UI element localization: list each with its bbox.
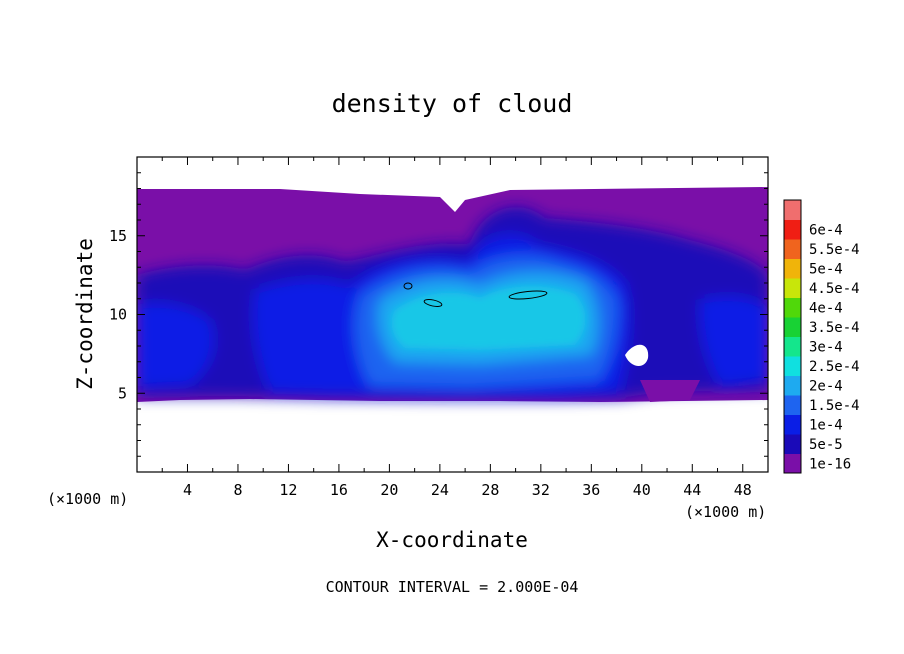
x-tick-label: 4 bbox=[183, 481, 192, 499]
chart-title: density of cloud bbox=[332, 89, 573, 118]
clear-gap-right bbox=[625, 344, 649, 366]
colorbar-label: 4.5e-4 bbox=[809, 281, 860, 297]
contour-interval-note: CONTOUR INTERVAL = 2.000E-04 bbox=[326, 578, 579, 596]
x-tick-label: 40 bbox=[633, 481, 651, 499]
cloud-region-blue-right bbox=[699, 296, 768, 386]
colorbar-swatch bbox=[784, 278, 801, 298]
cloud-region-blue-left bbox=[137, 303, 214, 388]
colorbar-label: 3e-4 bbox=[809, 339, 843, 355]
colorbar-label: 5.5e-4 bbox=[809, 242, 860, 258]
colorbar-swatch bbox=[784, 317, 801, 337]
colorbar-label: 2e-4 bbox=[809, 378, 843, 394]
x-tick-label: 24 bbox=[431, 481, 449, 499]
heatmap-field bbox=[137, 187, 768, 402]
x-unit-label: (×1000 m) bbox=[47, 490, 128, 508]
colorbar: 1e-16 5e-5 1e-4 1.5e-4 2e-4 2.5e-4 3e-4 3.5e-4 4… bbox=[783, 199, 860, 474]
x-tick-label: 8 bbox=[233, 481, 242, 499]
contour-line-3 bbox=[508, 290, 548, 300]
y-tick-label: 15 bbox=[109, 227, 127, 245]
y-axis-title: Z-coordinate bbox=[73, 238, 97, 390]
colorbar-label: 2.5e-4 bbox=[809, 359, 860, 375]
colorbar-label: 3.5e-4 bbox=[809, 320, 860, 336]
colorbar-swatch bbox=[784, 258, 801, 279]
x-tick-label: 28 bbox=[481, 481, 499, 499]
colorbar-label: 1e-4 bbox=[809, 417, 843, 433]
colorbar-label: 5e-4 bbox=[809, 261, 843, 277]
x-tick-label: 44 bbox=[683, 481, 701, 499]
colorbar-swatch bbox=[784, 375, 801, 396]
colorbar-swatch bbox=[784, 434, 801, 454]
colorbar-swatch bbox=[784, 239, 801, 259]
y-tick-label: 5 bbox=[118, 384, 127, 402]
colorbar-swatch bbox=[784, 297, 801, 318]
y-tick-label: 10 bbox=[109, 306, 127, 324]
colorbar-label: 4e-4 bbox=[809, 300, 843, 316]
colorbar-swatch bbox=[784, 219, 801, 240]
y-axis: 5 10 15 bbox=[109, 172, 768, 457]
colorbar-label: 1.5e-4 bbox=[809, 398, 860, 414]
y-unit-label: (×1000 m) bbox=[685, 503, 766, 521]
x-tick-label: 16 bbox=[330, 481, 348, 499]
contour-line-1 bbox=[403, 282, 413, 290]
colorbar-swatch bbox=[784, 356, 801, 376]
colorbar-label: 5e-5 bbox=[809, 437, 843, 453]
x-tick-label: 48 bbox=[734, 481, 752, 499]
x-axis-title: X-coordinate bbox=[376, 528, 528, 552]
colorbar-swatch bbox=[784, 336, 801, 357]
x-tick-label: 12 bbox=[279, 481, 297, 499]
colorbar-swatch bbox=[784, 414, 801, 435]
colorbar-swatch bbox=[784, 200, 801, 220]
x-axis: 4 8 12 16 20 24 28 32 36 40 44 48 bbox=[161, 157, 752, 499]
colorbar-swatch bbox=[784, 453, 801, 474]
clear-gap-right-2 bbox=[640, 380, 700, 402]
colorbar-frame bbox=[783, 199, 802, 474]
contour-line-2 bbox=[423, 299, 443, 307]
x-tick-label: 36 bbox=[582, 481, 600, 499]
x-tick-label: 32 bbox=[532, 481, 550, 499]
x-tick-label: 20 bbox=[380, 481, 398, 499]
colorbar-swatch bbox=[784, 395, 801, 415]
colorbar-label: 1e-16 bbox=[809, 456, 851, 472]
colorbar-label: 6e-4 bbox=[809, 222, 843, 238]
